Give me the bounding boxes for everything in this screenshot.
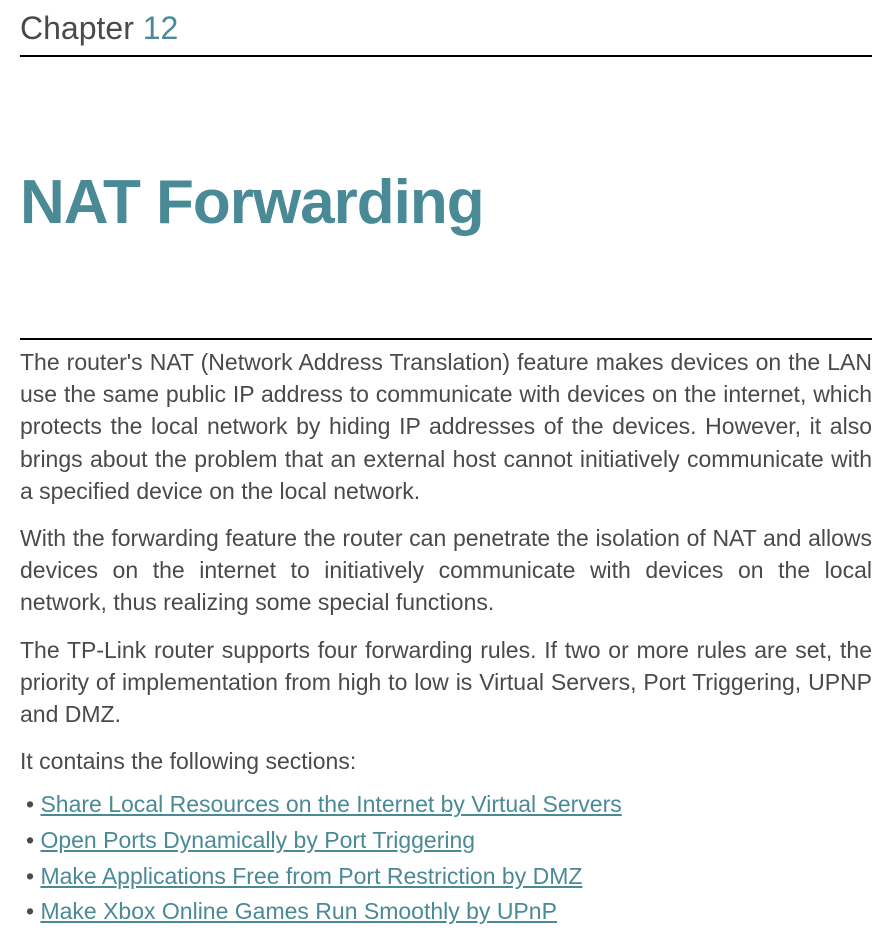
section-link-virtual-servers[interactable]: Share Local Resources on the Internet by…	[40, 791, 621, 817]
paragraph-nat-intro: The router's NAT (Network Address Transl…	[20, 346, 872, 507]
section-link-dmz[interactable]: Make Applications Free from Port Restric…	[40, 863, 582, 889]
list-item: Share Local Resources on the Internet by…	[20, 787, 872, 823]
page-title: NAT Forwarding	[20, 167, 872, 238]
chapter-header: Chapter 12	[20, 0, 872, 57]
list-item: Make Xbox Online Games Run Smoothly by U…	[20, 894, 872, 930]
paragraph-forwarding: With the forwarding feature the router c…	[20, 522, 872, 619]
paragraph-rules: The TP-Link router supports four forward…	[20, 634, 872, 731]
chapter-label: Chapter	[20, 10, 134, 46]
list-item: Open Ports Dynamically by Port Triggerin…	[20, 823, 872, 859]
list-item: Make Applications Free from Port Restric…	[20, 859, 872, 895]
paragraph-sections-intro: It contains the following sections:	[20, 745, 872, 777]
section-link-port-triggering[interactable]: Open Ports Dynamically by Port Triggerin…	[40, 827, 475, 853]
chapter-number: 12	[143, 10, 179, 46]
section-link-upnp[interactable]: Make Xbox Online Games Run Smoothly by U…	[40, 898, 556, 924]
sections-list: Share Local Resources on the Internet by…	[20, 787, 872, 930]
title-section: NAT Forwarding	[20, 57, 872, 340]
